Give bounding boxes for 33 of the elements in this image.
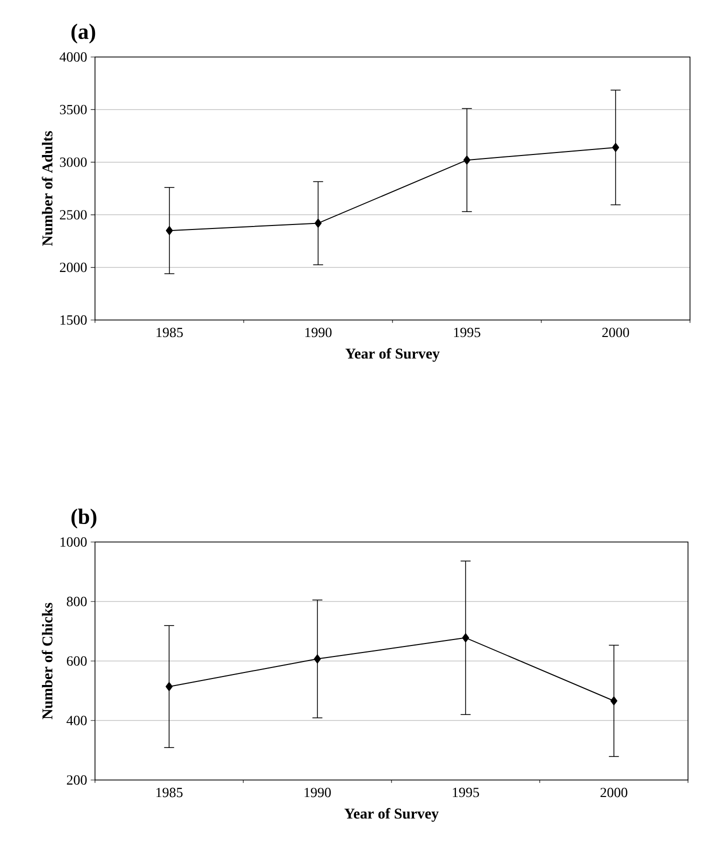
- y-axis-title: Number of Adults: [42, 131, 52, 246]
- y-tick-label: 200: [66, 775, 87, 785]
- point: [314, 218, 322, 228]
- point: [166, 682, 173, 692]
- y-tick-label: 3500: [60, 104, 87, 114]
- y-tick-label: 1500: [60, 315, 87, 325]
- x-tick-label: 1990: [305, 328, 332, 338]
- point: [166, 226, 173, 236]
- x-axis-title: Year of Survey: [345, 348, 440, 362]
- x-axis-title: Year of Survey: [344, 808, 439, 822]
- x-tick-label: 1990: [304, 788, 331, 798]
- y-tick-label: 2500: [60, 210, 87, 220]
- point: [463, 156, 470, 165]
- point: [462, 633, 470, 642]
- x-tick-label: 2000: [602, 328, 630, 338]
- x-tick-label: 1985: [156, 788, 183, 798]
- y-tick-label: 3000: [60, 157, 87, 167]
- x-tick-label: 1995: [454, 328, 480, 338]
- y-tick-label: 4000: [60, 52, 87, 62]
- y-axis-title: Number of Chicks: [42, 602, 52, 720]
- point: [314, 654, 321, 664]
- point: [610, 696, 618, 706]
- x-tick-label: 1985: [156, 328, 183, 338]
- y-tick-label: 800: [66, 596, 87, 606]
- y-tick-label: 2000: [60, 262, 87, 272]
- point: [612, 142, 620, 152]
- x-tick-label: 2000: [600, 788, 628, 798]
- chart-title: (b): [71, 508, 96, 529]
- y-tick-label: 600: [66, 656, 87, 666]
- chart-title: (a): [71, 24, 96, 44]
- y-tick-label: 1000: [60, 537, 87, 547]
- y-tick-label: 400: [66, 716, 87, 726]
- x-tick-label: 1995: [452, 788, 480, 798]
